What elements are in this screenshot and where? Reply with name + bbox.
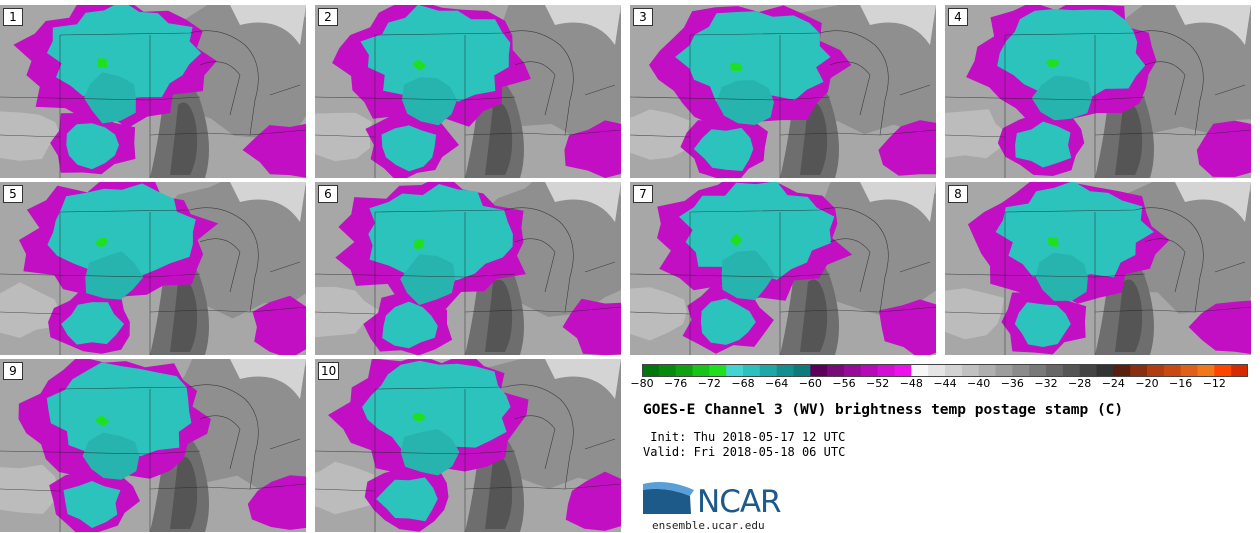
member-number: 3 [633,8,653,26]
member-number: 1 [3,8,23,26]
colorbar-tick-label: −44 [933,377,957,390]
colorbar [642,362,1249,377]
colorbar-tick-label: −48 [899,377,923,390]
ensemble-member-panel: 3 [630,5,936,178]
colorbar-bin [1012,364,1030,377]
colorbar-bin [642,364,660,377]
colorbar-bin [945,364,963,377]
ensemble-member-panel: 9 [0,359,306,532]
colorbar-bin [1214,364,1232,377]
ensemble-member-panel: 4 [945,5,1251,178]
colorbar-bin [1180,364,1198,377]
member-number: 9 [3,362,23,380]
site-url: ensemble.ucar.edu [652,519,765,532]
colorbar-bin [759,364,778,377]
satellite-image [315,5,621,178]
colorbar-bin [1062,364,1081,377]
ensemble-member-panel: 7 [630,182,936,355]
colorbar-bin [1130,364,1148,377]
colorbar-bin [1197,364,1215,377]
colorbar-bin [1079,364,1097,377]
colorbar-bin [995,364,1013,377]
member-number: 5 [3,185,23,203]
colorbar-bin [743,364,761,377]
colorbar-bin [1113,364,1131,377]
colorbar-tick-label: −52 [866,377,890,390]
init-time: Init: Thu 2018-05-17 12 UTC [643,430,846,444]
ensemble-member-panel: 6 [315,182,621,355]
colorbar-tick-label: −80 [630,377,654,390]
colorbar-bin [877,364,895,377]
logo-text: NCAR [697,484,782,520]
colorbar-bin [978,364,996,377]
colorbar-bin [658,364,677,377]
colorbar-bin [1029,364,1047,377]
ensemble-member-panel: 8 [945,182,1251,355]
ncar-logo [643,482,694,514]
colorbar-bin [1163,364,1182,377]
satellite-image [945,5,1251,178]
colorbar-bin [827,364,845,377]
satellite-image [0,359,306,532]
colorbar-tick-label: −24 [1101,377,1125,390]
colorbar-tick-label: −32 [1034,377,1058,390]
logo-swoosh-icon [643,482,694,496]
ensemble-member-panel: 10 [315,359,621,532]
satellite-image [945,182,1251,355]
satellite-image [0,182,306,355]
colorbar-tick-label: −72 [697,377,721,390]
valid-time: Valid: Fri 2018-05-18 06 UTC [643,445,846,459]
member-number: 2 [318,8,338,26]
ensemble-member-panel: 2 [315,5,621,178]
ensemble-member-panel: 1 [0,5,306,178]
colorbar-bin [793,364,811,377]
colorbar-tick-label: −12 [1202,377,1226,390]
satellite-image [630,5,936,178]
colorbar-bin [928,364,946,377]
colorbar-bin [1046,364,1064,377]
colorbar-bin [1147,364,1165,377]
colorbar-tick-label: −64 [765,377,789,390]
colorbar-bin [844,364,862,377]
satellite-image [0,5,306,178]
colorbar-tick-label: −56 [832,377,856,390]
member-number: 6 [318,185,338,203]
satellite-image [630,182,936,355]
satellite-image [315,182,621,355]
colorbar-tick-label: −76 [664,377,688,390]
colorbar-tick-label: −60 [798,377,822,390]
colorbar-bin [810,364,828,377]
satellite-image [315,359,621,532]
colorbar-tick-label: −16 [1169,377,1193,390]
colorbar-bin [961,364,980,377]
colorbar-bin [675,364,693,377]
member-number: 4 [948,8,968,26]
colorbar-bin [726,364,744,377]
colorbar-tick-label: −20 [1135,377,1159,390]
colorbar-bin [1231,364,1249,377]
colorbar-tick-label: −28 [1068,377,1092,390]
chart-title: GOES-E Channel 3 (WV) brightness temp po… [643,402,1124,418]
member-number: 7 [633,185,653,203]
colorbar-tick-label: −40 [967,377,991,390]
colorbar-bin [860,364,879,377]
colorbar-bin [776,364,794,377]
member-number: 8 [948,185,968,203]
colorbar-ticks: −80 −76 −72 −68 −64 −60 −56 −52 −48 −44 −40 −36 −32−… [630,377,1248,391]
colorbar-bin [894,364,912,377]
colorbar-tick-label: −68 [731,377,755,390]
colorbar-bin [1096,364,1114,377]
colorbar-bin [692,364,710,377]
colorbar-tick-label: −36 [1000,377,1024,390]
member-number: 10 [318,362,340,380]
colorbar-bin [709,364,727,377]
ensemble-member-panel: 5 [0,182,306,355]
colorbar-bin [911,364,929,377]
